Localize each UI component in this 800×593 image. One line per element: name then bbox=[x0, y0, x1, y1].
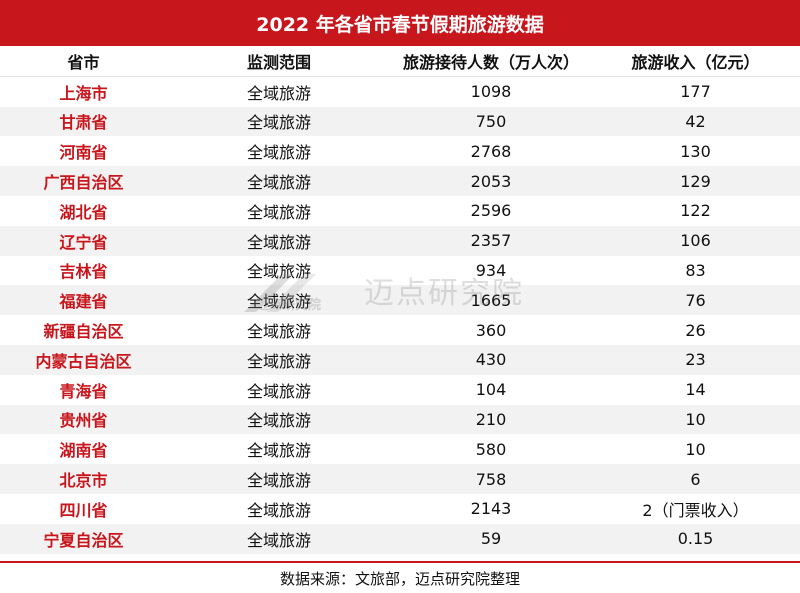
visitors-cell: 360 bbox=[475, 320, 507, 340]
province-cell: 湖南省 bbox=[59, 441, 108, 461]
scope-cell: 全域旅游 bbox=[167, 106, 391, 137]
province-cell: 湖北省 bbox=[59, 202, 108, 222]
province-cell: 新疆自治区 bbox=[43, 322, 124, 342]
table-row: 贵州省 全域旅游 210 10 bbox=[0, 404, 800, 435]
province-cell: 内蒙古自治区 bbox=[0, 344, 167, 375]
province-cell: 青海省 bbox=[59, 381, 108, 401]
province-cell: 吉林省 bbox=[59, 262, 108, 282]
scope-cell: 全域旅游 bbox=[246, 262, 311, 282]
province-cell: 广西自治区 bbox=[0, 166, 167, 196]
revenue-cell: 0.15 bbox=[591, 523, 800, 554]
source-note: 数据来源：文旅部，迈点研究院整理 bbox=[0, 561, 800, 593]
table-row: 福建省 全域旅游 1665 76 bbox=[0, 285, 800, 316]
province-cell: 甘肃省 bbox=[0, 106, 167, 137]
revenue-cell: 14 bbox=[685, 380, 706, 400]
table-row: 上海市 全域旅游 1098 177 bbox=[0, 76, 800, 106]
header-visitors: 旅游接待人数（万人次） bbox=[391, 46, 591, 77]
scope-cell: 全域旅游 bbox=[246, 83, 311, 103]
visitors-cell: 59 bbox=[391, 523, 591, 554]
province-cell: 四川省 bbox=[59, 500, 108, 520]
revenue-cell: 122 bbox=[680, 201, 711, 221]
table-row: 北京市 全域旅游 758 6 bbox=[0, 464, 800, 494]
visitors-cell: 210 bbox=[391, 404, 591, 435]
visitors-cell: 2768 bbox=[470, 141, 512, 161]
revenue-cell: 2（门票收入） bbox=[642, 500, 749, 520]
table-row: 湖北省 全域旅游 2596 122 bbox=[0, 196, 800, 226]
header-scope: 监测范围 bbox=[167, 46, 391, 77]
table-row: 辽宁省 全域旅游 2357 106 bbox=[0, 225, 800, 256]
province-cell: 上海市 bbox=[59, 83, 108, 103]
visitors-cell: 2143 bbox=[470, 499, 512, 519]
scope-cell: 全域旅游 bbox=[167, 523, 391, 554]
table-row: 四川省 全域旅游 2143 2（门票收入） bbox=[0, 494, 800, 524]
visitors-cell: 580 bbox=[475, 439, 507, 459]
visitors-cell: 1098 bbox=[470, 82, 512, 102]
scope-cell: 全域旅游 bbox=[246, 441, 311, 461]
scope-cell: 全域旅游 bbox=[167, 285, 391, 316]
table-row: 新疆自治区 全域旅游 360 26 bbox=[0, 315, 800, 345]
table-row: 内蒙古自治区 全域旅游 430 23 bbox=[0, 344, 800, 375]
province-cell: 福建省 bbox=[0, 285, 167, 316]
revenue-cell: 129 bbox=[591, 166, 800, 196]
revenue-cell: 177 bbox=[680, 82, 711, 102]
scope-cell: 全域旅游 bbox=[246, 202, 311, 222]
table-body: 上海市 全域旅游 1098 177 甘肃省 全域旅游 750 42 河南省 全域旅游 2768 130… bbox=[0, 76, 800, 554]
visitors-cell: 2357 bbox=[391, 225, 591, 256]
scope-cell: 全域旅游 bbox=[167, 166, 391, 196]
province-cell: 河南省 bbox=[59, 143, 108, 163]
visitors-cell: 2596 bbox=[470, 201, 512, 221]
province-cell: 贵州省 bbox=[0, 404, 167, 435]
visitors-cell: 2053 bbox=[391, 166, 591, 196]
table-title: 2022 年各省市春节假期旅游数据 bbox=[0, 0, 800, 46]
data-table: 省市 监测范围 旅游接待人数（万人次） 旅游收入（亿元） 上海市 全域旅游 1098… bbox=[0, 46, 800, 554]
table-row: 宁夏自治区 全域旅游 59 0.15 bbox=[0, 523, 800, 554]
table-row: 甘肃省 全域旅游 750 42 bbox=[0, 106, 800, 137]
scope-cell: 全域旅游 bbox=[167, 404, 391, 435]
revenue-cell: 10 bbox=[685, 439, 706, 459]
revenue-cell: 42 bbox=[591, 106, 800, 137]
revenue-cell: 83 bbox=[685, 260, 706, 280]
revenue-cell: 130 bbox=[680, 141, 711, 161]
revenue-cell: 6 bbox=[591, 464, 800, 494]
visitors-cell: 430 bbox=[391, 344, 591, 375]
table-row: 青海省 全域旅游 104 14 bbox=[0, 375, 800, 405]
scope-cell: 全域旅游 bbox=[167, 464, 391, 494]
revenue-cell: 10 bbox=[591, 404, 800, 435]
revenue-cell: 23 bbox=[591, 344, 800, 375]
scope-cell: 全域旅游 bbox=[246, 322, 311, 342]
scope-cell: 全域旅游 bbox=[167, 344, 391, 375]
visitors-cell: 1665 bbox=[391, 285, 591, 316]
visitors-cell: 750 bbox=[391, 106, 591, 137]
header-province: 省市 bbox=[0, 46, 167, 77]
table-row: 湖南省 全域旅游 580 10 bbox=[0, 434, 800, 464]
visitors-cell: 758 bbox=[391, 464, 591, 494]
scope-cell: 全域旅游 bbox=[167, 225, 391, 256]
header-row: 省市 监测范围 旅游接待人数（万人次） 旅游收入（亿元） bbox=[0, 46, 800, 77]
scope-cell: 全域旅游 bbox=[246, 381, 311, 401]
province-cell: 辽宁省 bbox=[0, 225, 167, 256]
table-row: 河南省 全域旅游 2768 130 bbox=[0, 136, 800, 166]
revenue-cell: 76 bbox=[591, 285, 800, 316]
province-cell: 北京市 bbox=[0, 464, 167, 494]
scope-cell: 全域旅游 bbox=[246, 500, 311, 520]
visitors-cell: 104 bbox=[475, 380, 507, 400]
revenue-cell: 26 bbox=[685, 320, 706, 340]
table-row: 广西自治区 全域旅游 2053 129 bbox=[0, 166, 800, 196]
header-revenue: 旅游收入（亿元） bbox=[591, 46, 800, 77]
visitors-cell: 934 bbox=[475, 260, 507, 280]
province-cell: 宁夏自治区 bbox=[0, 523, 167, 554]
revenue-cell: 106 bbox=[591, 225, 800, 256]
table-row: 吉林省 全域旅游 934 83 bbox=[0, 256, 800, 286]
scope-cell: 全域旅游 bbox=[246, 143, 311, 163]
